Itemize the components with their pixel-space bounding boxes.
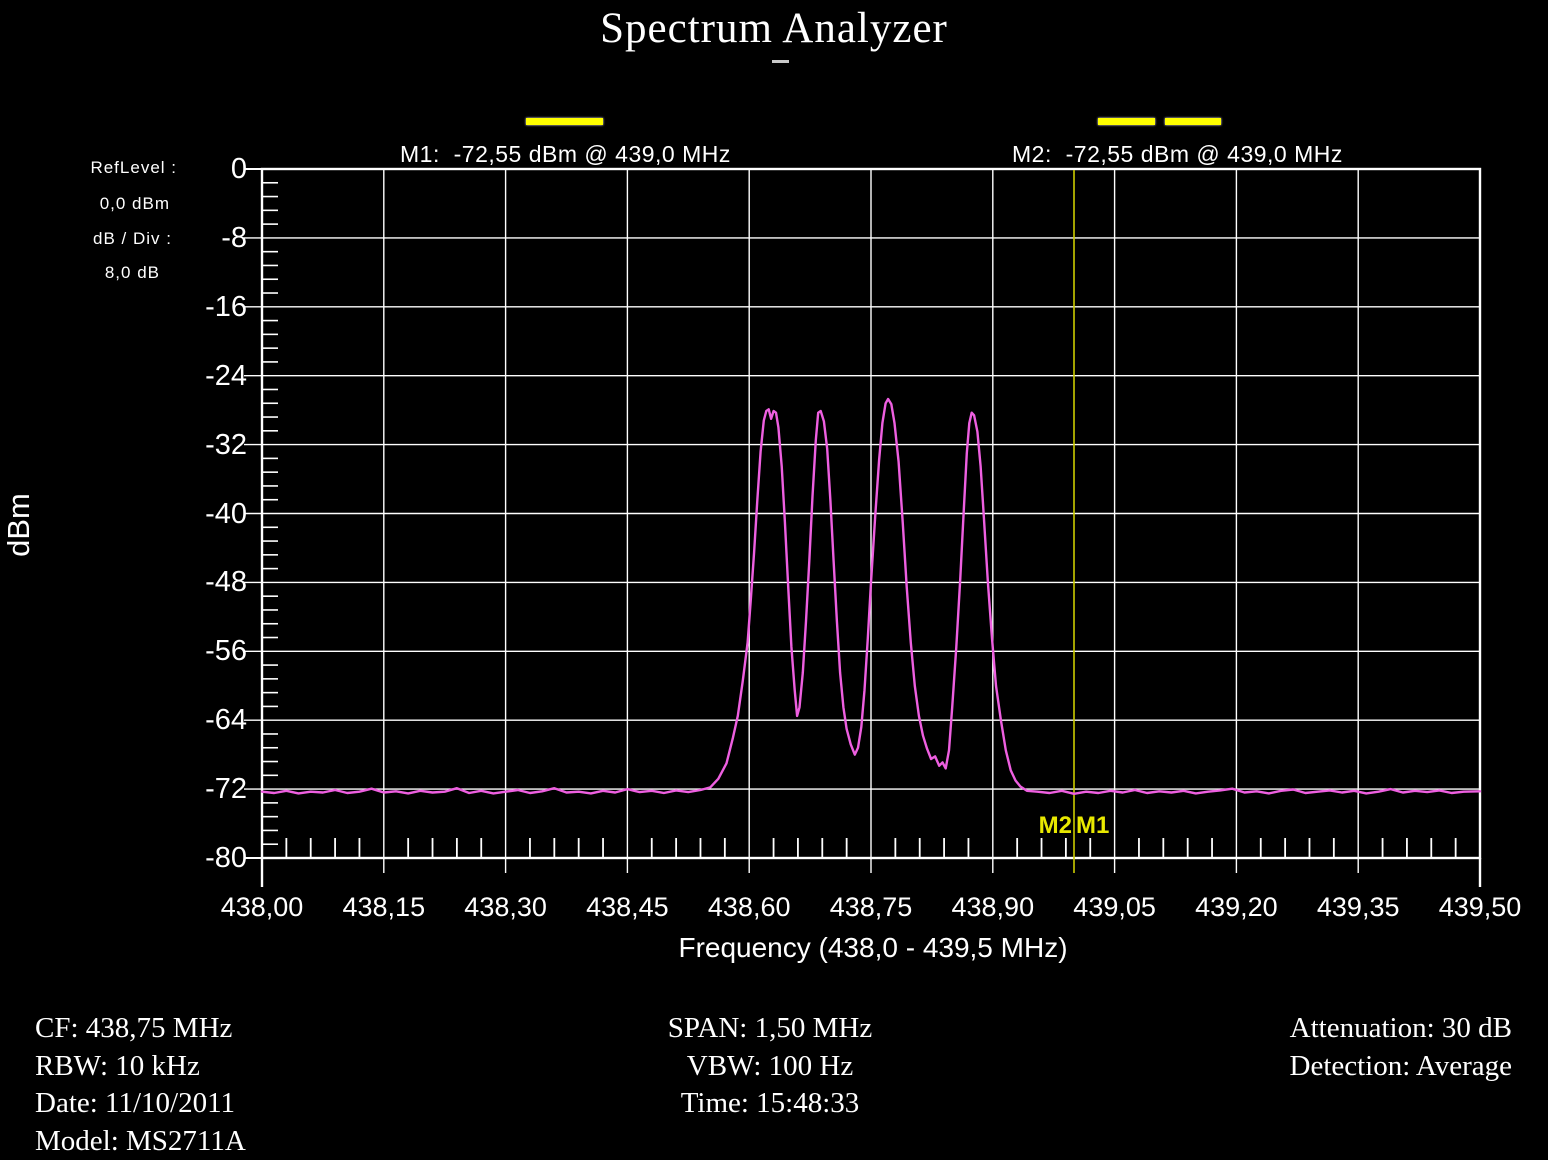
y-tick-label: -16 [205,290,247,323]
marker1-dash-icon [526,118,603,125]
spectrum-trace [260,397,1482,795]
x-tick-label: 439,50 [1438,892,1522,922]
x-tick-label: 438,00 [220,892,304,922]
y-tick-label: -40 [205,497,247,530]
x-tick-label: 438,75 [829,892,913,922]
footer-line: SPAN: 1,50 MHz [667,1012,873,1044]
footer-line: RBW: 10 kHz [35,1049,200,1082]
x-axis-title: Frequency (438,0 - 439,5 MHz) [678,932,1068,963]
x-tick-label: 439,05 [1073,892,1156,922]
page-title: Spectrum Analyzer [600,5,948,52]
footer-line: Model: MS2711A [35,1124,246,1157]
footer-line: Date: 11/10/2011 [35,1087,236,1119]
footer-line: Detection: Average [1289,1049,1513,1082]
y-tick-label: -64 [205,704,247,737]
x-tick-label: 438,30 [464,892,547,922]
marker2-flag-label: M2 [1038,812,1072,839]
db-per-div-value: 8,0 dB [104,263,160,282]
footer-line: Attenuation: 30 dB [1289,1012,1512,1044]
y-tick-label: -80 [205,842,247,874]
db-per-div-label: dB / Div : [93,229,172,248]
footer-line: VBW: 100 Hz [686,1049,854,1082]
y-tick-label: -48 [205,566,247,599]
footer-line: Time: 15:48:33 [680,1087,860,1119]
x-tick-label: 438,90 [951,892,1035,922]
marker1-flag-label: M1 [1076,812,1110,839]
marker2-dash-a-icon [1098,118,1155,125]
ref-level-value: 0,0 dBm [99,194,170,213]
marker2-dash-b-icon [1165,118,1221,125]
y-tick-label: 0 [230,153,247,185]
marker2-readout: M2: -72,55 dBm @ 439,0 MHz [1012,141,1343,167]
x-tick-label: 438,60 [707,892,791,922]
x-tick-label: 438,15 [342,892,426,922]
ref-level-label: RefLevel : [90,158,177,177]
marker1-readout: M1: -72,55 dBm @ 439,0 MHz [400,141,731,167]
plot-border [260,167,1482,860]
y-tick-label: -8 [221,221,247,254]
y-tick-label: -72 [205,773,247,806]
y-tick-label: -56 [205,635,247,668]
y-tick-label: -32 [205,428,247,461]
x-tick-label: 439,35 [1316,892,1400,922]
x-tick-label: 438,45 [586,892,669,922]
footer-line: CF: 438,75 MHz [35,1012,233,1044]
x-tick-label: 439,20 [1195,892,1278,922]
y-tick-label: -24 [205,359,247,392]
title-underscore-mark [772,60,789,63]
